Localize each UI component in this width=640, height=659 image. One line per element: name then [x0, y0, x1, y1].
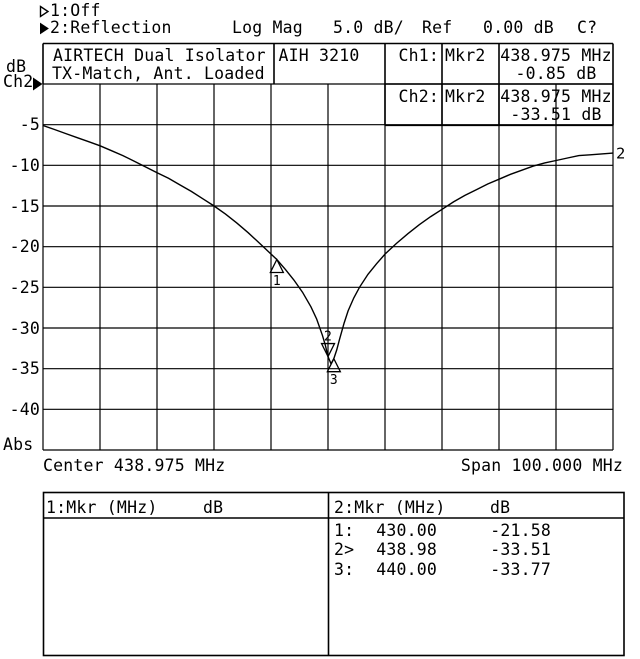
trace2-ref-label: Ref: [422, 18, 453, 37]
trace-marker-3: 3: [326, 357, 342, 388]
y-tick-label: -40: [9, 399, 40, 419]
graticule: [42, 83, 614, 451]
marker-row-frequency: 430.00: [376, 520, 437, 540]
device-model: AIH 3210: [278, 45, 360, 65]
marker-number-label: 1: [273, 274, 281, 289]
trace1-inactive-arrow-icon: [39, 5, 50, 18]
readout-ch2-values: 438.975 MHz -33.51 dB: [500, 86, 613, 124]
marker-table2-rows: 1: 430.00 -21.58 2> 438.98 -33.51 3: 440.00 -33.…: [334, 521, 551, 580]
y-axis-unit-label: dB: [6, 57, 27, 76]
marker-row-amplitude: -33.51: [490, 540, 551, 560]
readout-ch2-frequency: 438.975 MHz: [500, 86, 612, 106]
readout-ch1-values: 438.975 MHz -0.85 dB: [500, 45, 613, 83]
marker-row-amplitude: -33.77: [490, 559, 551, 579]
marker-table1-title: 1:Mkr (MHz): [46, 497, 158, 517]
trace2-measurement: 2:Reflection: [50, 18, 172, 37]
y-tick-label: -5: [19, 115, 40, 135]
y-tick-label: -25: [9, 277, 40, 297]
panel-borders: [42, 42, 625, 657]
y-tick-label: -10: [9, 155, 40, 175]
readout-ch1-frequency: 438.975 MHz: [500, 45, 612, 65]
y-tick-label: -20: [9, 237, 40, 257]
trace2-active-arrow-icon: [40, 22, 49, 35]
y-axis-channel-label: Ch2: [3, 72, 34, 91]
marker-row-frequency: 440.00: [376, 559, 437, 579]
trace2-ref-value: 0.00 dB: [483, 18, 554, 37]
marker-number-label: 2: [324, 330, 332, 345]
y-tick-label: -35: [9, 359, 40, 379]
correction-status-badge: C?: [577, 18, 598, 37]
marker-row-amplitude: -21.58: [490, 520, 551, 540]
marker-row-label: 2>: [334, 540, 355, 560]
marker-row-frequency: 438.98: [376, 540, 437, 560]
readout-ch1-channel: Ch1:: [398, 45, 439, 65]
trace-marker-2: 2: [320, 330, 336, 359]
trace1-annunciator: 1:Off: [50, 1, 101, 20]
marker-row-label: 3:: [334, 559, 355, 579]
marker-table-row: 1: 430.00 -21.58: [334, 521, 551, 541]
y-tick-label: -30: [9, 318, 40, 338]
marker-number-label: 3: [330, 373, 338, 388]
ref-level-pointer-icon: [33, 77, 43, 91]
marker-row-label: 1:: [334, 520, 355, 540]
marker-table2-unit: dB: [490, 497, 511, 517]
readout-ch2-marker: Mkr2: [445, 86, 486, 106]
span-frequency-label: Span 100.000 MHz: [460, 456, 623, 475]
readout-ch2-channel: Ch2:: [398, 86, 439, 106]
trace2-scale: 5.0 dB/: [333, 18, 404, 37]
marker-table-row: 2> 438.98 -33.51: [334, 540, 551, 560]
marker-table-row: 3: 440.00 -33.77: [334, 560, 551, 580]
readout-ch2-amplitude: -33.51 dB: [510, 104, 602, 124]
readout-ch1-amplitude: -0.85 dB: [515, 63, 597, 83]
trace-number-label: 2: [616, 145, 626, 163]
device-title-line1: AIRTECH Dual Isolator: [53, 45, 266, 65]
trace-marker-1: 1: [269, 258, 285, 289]
marker-table-box: [42, 491, 625, 657]
trace2-format: Log Mag: [232, 18, 303, 37]
center-frequency-label: Center 438.975 MHz: [43, 456, 226, 475]
y-tick-label: -15: [9, 196, 40, 216]
y-axis-mode-label: Abs: [3, 435, 34, 454]
readout-ch1-marker: Mkr2: [445, 45, 486, 65]
marker-table1-unit: dB: [203, 497, 224, 517]
device-title-line2: TX-Match, Ant. Loaded: [52, 63, 265, 83]
marker-table2-title: 2:Mkr (MHz): [334, 497, 446, 517]
